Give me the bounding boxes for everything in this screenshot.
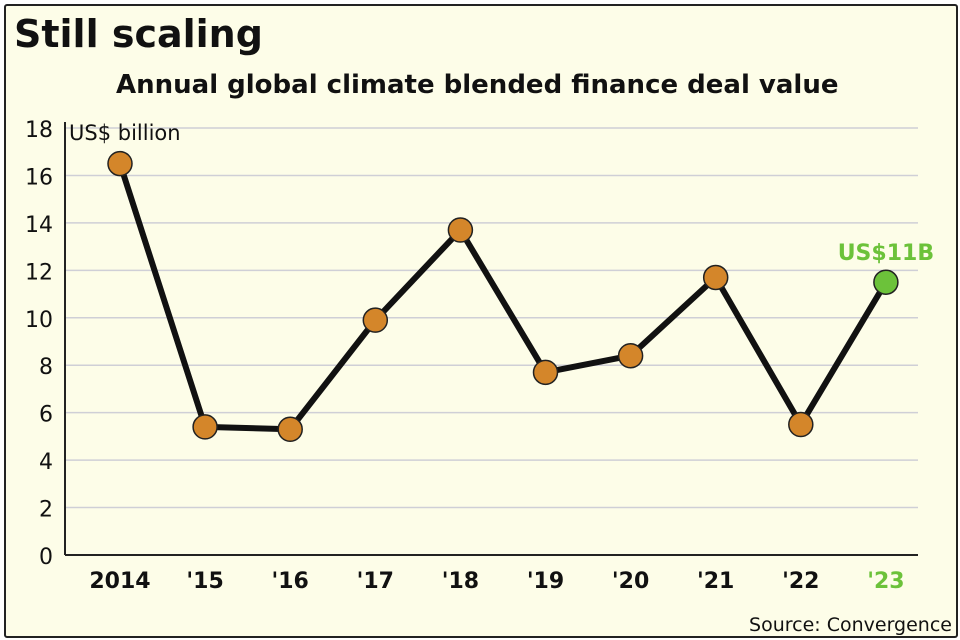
- y-tick-label: 16: [25, 165, 53, 190]
- y-tick-label: 18: [25, 118, 53, 143]
- y-tick-label: 8: [39, 355, 53, 380]
- data-point: [362, 307, 389, 333]
- chart-frame: [4, 4, 958, 638]
- y-tick-label: 2: [39, 498, 53, 523]
- y-tick-label: 12: [25, 260, 53, 285]
- x-tick-label: 2014: [89, 569, 150, 594]
- data-point: [617, 342, 644, 369]
- data-point: [532, 359, 559, 386]
- data-point: [788, 411, 814, 438]
- y-axis-unit-label: US$ billion: [69, 121, 181, 145]
- annotation-label: US$11B: [838, 241, 934, 266]
- data-point: [107, 150, 133, 177]
- x-tick-label: '21: [697, 569, 734, 594]
- x-tick-label: '20: [612, 569, 649, 594]
- chart-subtitle: Annual global climate blended finance de…: [116, 70, 839, 100]
- data-point: [192, 414, 218, 440]
- x-tick-label: '18: [442, 569, 479, 594]
- x-tick-label: '15: [186, 569, 223, 594]
- y-tick-label: 6: [39, 403, 53, 428]
- y-tick-label: 0: [39, 545, 53, 570]
- y-tick-label: 14: [25, 213, 53, 238]
- x-tick-label: '17: [357, 569, 394, 594]
- chart-title: Still scaling: [14, 12, 263, 56]
- x-tick-label: '16: [272, 569, 309, 594]
- data-point: [277, 416, 303, 443]
- data-point: [447, 217, 474, 243]
- x-tick-label: '19: [527, 569, 564, 594]
- data-point: [873, 269, 899, 295]
- x-tick-label: '23: [867, 569, 904, 594]
- source-note: Source: Convergence: [749, 614, 952, 636]
- series-line: [117, 162, 889, 433]
- y-tick-label: 10: [25, 308, 53, 333]
- y-tick-label: 4: [39, 450, 53, 475]
- x-tick-label: '22: [782, 569, 819, 594]
- data-point: [702, 264, 729, 291]
